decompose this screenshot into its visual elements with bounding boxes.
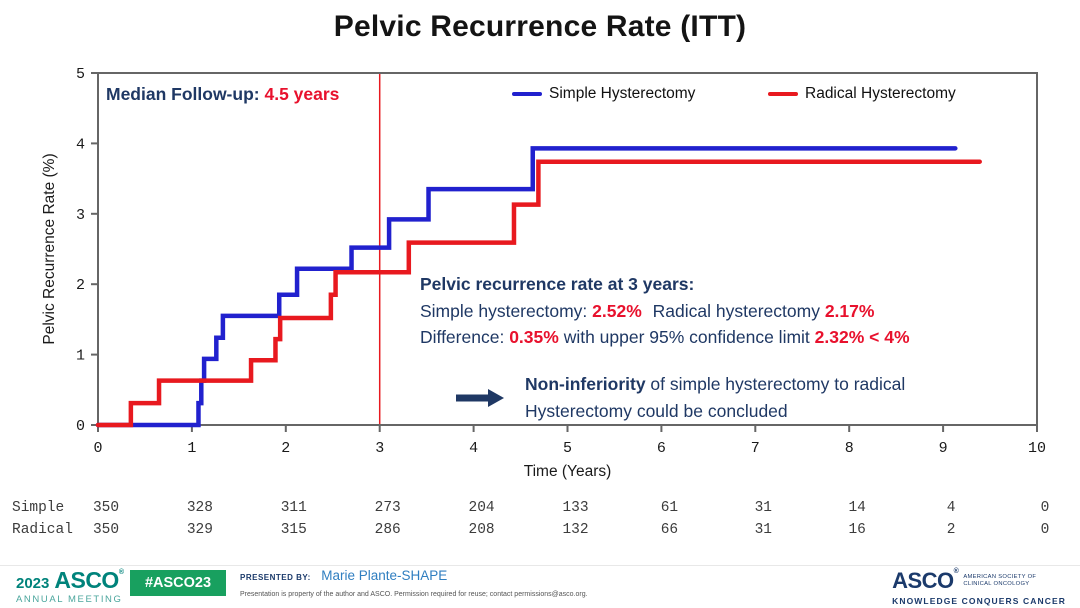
at-risk-count: 66 xyxy=(661,522,678,538)
at-risk-count: 14 xyxy=(848,500,865,516)
at-risk-count: 329 xyxy=(187,522,213,538)
at-risk-count: 273 xyxy=(375,500,401,516)
x-tick-label: 0 xyxy=(93,440,102,457)
km-plot: 0 1 2 3 4 5 0 1 2 3 4 5 6 7 8 9 10 Time (Years) Pelvic Rec… xyxy=(12,66,1050,538)
at-risk-row-label: Radical xyxy=(12,522,73,538)
footer: 2023 ASCO® ANNUAL MEETING #ASCO23 PRESEN… xyxy=(0,565,1080,608)
conclusion-text: Non-inferiority of simple hysterectomy t… xyxy=(525,374,906,421)
x-axis-title: Time (Years) xyxy=(524,463,612,480)
presented-by-label: PRESENTED BY: xyxy=(240,573,311,582)
radical-line-swatch xyxy=(768,91,798,97)
x-tick-label: 9 xyxy=(939,440,948,457)
radical-rate-value: 2.17% xyxy=(824,300,875,321)
at-risk-count: 31 xyxy=(755,522,772,538)
at-risk-count: 2 xyxy=(947,522,956,538)
at-risk-count: 4 xyxy=(947,500,956,516)
at-risk-count: 132 xyxy=(562,522,588,538)
annotation-difference-line: Difference: 0.35% with upper 95% confide… xyxy=(420,327,910,347)
annotation-heading: Pelvic recurrence rate at 3 years: xyxy=(420,274,695,294)
y-tick-label: 1 xyxy=(76,348,85,365)
median-followup: Median Follow-up: 4.5 years xyxy=(106,84,339,105)
series-curve-simple xyxy=(95,146,958,428)
presenter-name: Marie Plante-SHAPE xyxy=(321,568,448,583)
at-risk-row-label: Simple xyxy=(12,500,64,516)
at-risk-count: 286 xyxy=(375,522,401,538)
legend-item-radical: Radical Hysterectomy xyxy=(768,85,956,103)
confidence-limit-value: 2.32% < 4% xyxy=(814,327,910,347)
at-risk-count: 16 xyxy=(848,522,865,538)
at-risk-count: 208 xyxy=(469,522,495,538)
y-tick-label: 3 xyxy=(76,207,85,224)
at-risk-count: 204 xyxy=(469,500,495,516)
x-tick-label: 7 xyxy=(751,440,760,457)
simple-rate-value: 2.52% xyxy=(592,300,642,321)
x-tick-label: 3 xyxy=(375,440,384,457)
x-tick-label: 4 xyxy=(469,440,478,457)
at-risk-count: 0 xyxy=(1041,522,1050,538)
asco-org-logo: ASCO® AMERICAN SOCIETY OF CLINICAL ONCOL… xyxy=(892,568,1066,606)
at-risk-count: 61 xyxy=(661,500,678,516)
median-followup-label: Median Follow-up: xyxy=(106,84,260,104)
legend-label-simple: Simple Hysterectomy xyxy=(549,85,696,102)
x-tick-label: 1 xyxy=(187,440,196,457)
y-tick-label: 0 xyxy=(76,418,85,435)
page-title: Pelvic Recurrence Rate (ITT) xyxy=(333,10,747,43)
x-tick-label: 2 xyxy=(281,440,290,457)
y-tick-label: 5 xyxy=(76,66,85,83)
x-tick-label: 10 xyxy=(1028,440,1046,457)
at-risk-count: 31 xyxy=(755,500,772,516)
copyright-disclaimer: Presentation is property of the author a… xyxy=(240,591,588,598)
annual-meeting-logo: 2023 ASCO® ANNUAL MEETING xyxy=(16,567,124,605)
org-tagline: KNOWLEDGE CONQUERS CANCER xyxy=(892,596,1066,606)
at-risk-count: 133 xyxy=(562,500,588,516)
plot-frame xyxy=(97,72,1038,426)
x-tick-label: 5 xyxy=(563,440,572,457)
presenter-block: PRESENTED BY: Marie Plante-SHAPE Present… xyxy=(240,567,588,598)
conclusion-block: Non-inferiority of simple hysterectomy t… xyxy=(455,371,905,424)
simple-line-swatch xyxy=(512,91,542,97)
annual-meeting-subtitle: ANNUAL MEETING xyxy=(16,594,123,605)
y-axis-title: Pelvic Recurrence Rate (%) xyxy=(41,153,58,344)
at-risk-count: 315 xyxy=(281,522,307,538)
right-arrow-icon xyxy=(456,388,504,407)
recurrence-annotation: Pelvic recurrence rate at 3 years: Simpl… xyxy=(420,271,910,351)
difference-value: 0.35% xyxy=(509,327,559,347)
annotation-values-line: Simple hysterectomy: 2.52% Radical hyste… xyxy=(420,300,875,321)
y-tick-label: 2 xyxy=(76,277,85,294)
hashtag-badge: #ASCO23 xyxy=(130,570,226,596)
at-risk-count: 0 xyxy=(1041,500,1050,516)
at-risk-count: 350 xyxy=(93,500,119,516)
at-risk-count: 350 xyxy=(93,522,119,538)
y-tick-label: 4 xyxy=(76,136,85,153)
median-followup-value: 4.5 years xyxy=(264,84,340,104)
series-curve-radical xyxy=(95,159,982,428)
at-risk-count: 328 xyxy=(187,500,213,516)
legend-item-simple: Simple Hysterectomy xyxy=(512,85,695,103)
at-risk-count: 311 xyxy=(281,500,307,516)
org-name: AMERICAN SOCIETY OF CLINICAL ONCOLOGY xyxy=(963,573,1037,587)
legend-label-radical: Radical Hysterectomy xyxy=(805,85,956,102)
x-tick-label: 8 xyxy=(845,440,854,457)
x-tick-label: 6 xyxy=(657,440,666,457)
